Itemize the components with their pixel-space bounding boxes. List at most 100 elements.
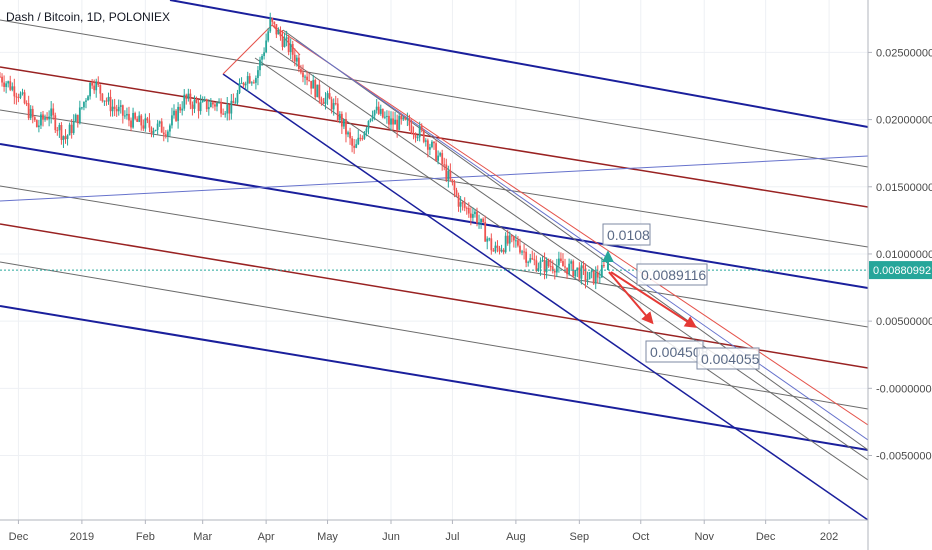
candle-body (537, 268, 540, 271)
candle-body (355, 144, 358, 148)
candle-body (173, 110, 175, 116)
candle-body (46, 118, 48, 120)
candle-body (412, 133, 415, 135)
candle-body (261, 55, 263, 60)
candle-body (510, 235, 513, 237)
candle-body (13, 86, 16, 97)
candle-body (386, 115, 388, 117)
candle-body (334, 103, 337, 105)
candle-body (277, 29, 280, 35)
candle-body (310, 80, 313, 89)
candle-body (457, 195, 460, 207)
candle-body (287, 37, 290, 53)
candle-body (422, 129, 425, 142)
x-tick-label: Oct (632, 531, 649, 543)
candle-body (54, 115, 57, 131)
candle-body (449, 170, 452, 180)
candle-body (443, 164, 446, 166)
candle-body (97, 81, 100, 85)
candle-body (486, 238, 489, 242)
x-tick-label: Aug (506, 531, 526, 543)
candle-body (490, 238, 493, 251)
price-badge (869, 261, 932, 280)
candle-body (560, 258, 562, 262)
channel-line-navy-bottom (0, 305, 868, 451)
candle-body (404, 117, 407, 120)
candle-body (1, 76, 3, 83)
candle-body (394, 119, 397, 125)
x-tick-label: Mar (193, 531, 212, 543)
candles (0, 12, 605, 290)
candle-body (121, 105, 124, 116)
y-tick-label: -0.00000000 (876, 383, 932, 395)
candle-body (279, 29, 282, 37)
candle-body (156, 123, 159, 130)
candle-body (478, 222, 480, 224)
candle-body (27, 103, 30, 119)
candle-body (525, 251, 528, 263)
candle-body (109, 96, 112, 112)
candle-body (547, 260, 550, 267)
candle-body (283, 38, 286, 47)
candle-body (35, 120, 38, 128)
candle-body (9, 81, 12, 90)
candle-body (549, 266, 552, 268)
candle-body (402, 117, 405, 120)
candle-body (21, 92, 24, 94)
candle-body (367, 121, 370, 129)
candle-body (259, 59, 261, 71)
candle-body (56, 130, 59, 132)
chart-title: Dash / Bitcoin, 1D, POLONIEX (6, 10, 171, 24)
candle-body (52, 108, 55, 116)
candle-body (474, 211, 476, 215)
candle-body (545, 260, 548, 273)
candle-body (300, 69, 302, 73)
candle-body (289, 44, 292, 53)
candle-body (429, 147, 431, 150)
channel-line-gray (0, 185, 868, 328)
candle-body (408, 119, 411, 126)
candle-body (343, 119, 345, 127)
candle-body (185, 94, 188, 99)
candle-body (328, 93, 331, 100)
candle-body (445, 164, 448, 180)
pitchfork-line (269, 45, 868, 461)
candle-body (291, 44, 294, 55)
candle-body (76, 114, 79, 124)
candle-body (130, 120, 132, 128)
candle-body (359, 137, 362, 139)
x-tick-label: Jul (445, 531, 459, 543)
candle-body (25, 103, 28, 105)
candle-body (91, 82, 94, 86)
candle-body (469, 213, 472, 218)
y-tick-label: 0.00500000 (876, 316, 932, 328)
candle-body (414, 133, 417, 138)
candle-body (502, 249, 505, 253)
channel-line-gray (0, 261, 868, 410)
candle-body (332, 103, 335, 110)
candle-body (136, 118, 139, 122)
candle-body (400, 115, 403, 120)
annotation-label: 0.0108 (607, 227, 650, 243)
candle-body (240, 82, 243, 84)
candle-body (340, 113, 343, 127)
candle-body (78, 107, 81, 124)
candle-body (529, 258, 532, 262)
candle-body (23, 92, 26, 104)
candle-body (586, 279, 589, 281)
x-tick-label: Apr (258, 531, 275, 543)
pitchfork-line (282, 29, 868, 451)
candle-body (539, 261, 542, 269)
y-tick-label: 0.02000000 (876, 115, 932, 127)
candle-body (312, 80, 315, 89)
candle-body (410, 125, 413, 134)
candle-body (19, 93, 22, 98)
candle-body (297, 57, 300, 70)
x-tick-label: Dec (9, 531, 29, 543)
channel-line-maroon (0, 223, 868, 369)
candle-body (224, 113, 227, 115)
candle-body (388, 115, 390, 125)
candle-body (285, 37, 288, 39)
candle-body (257, 70, 259, 78)
